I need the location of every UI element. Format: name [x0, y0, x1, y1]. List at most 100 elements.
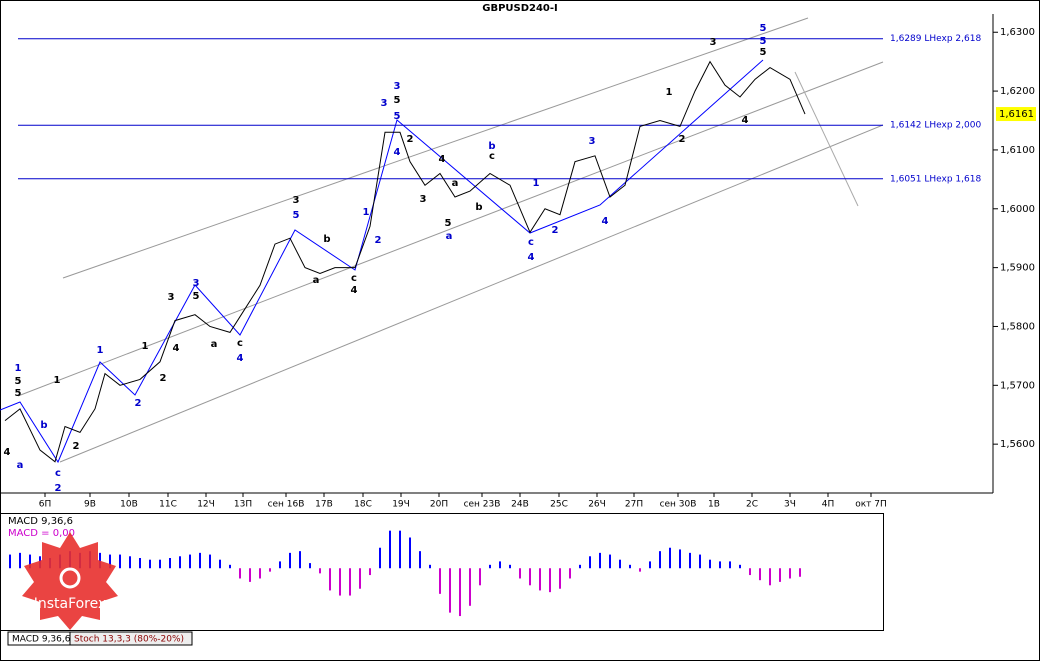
- wave-label: 4: [4, 447, 11, 458]
- wave-label: c: [237, 338, 243, 349]
- price-line: [4, 60, 806, 463]
- watermark: InstaForex: [34, 596, 107, 612]
- x-tick-label: окт 7П: [855, 500, 887, 510]
- y-tick-label: 1,6200: [1000, 86, 1035, 97]
- wave-label: 4: [742, 115, 749, 126]
- wave-label: 2: [73, 441, 80, 452]
- wave-label: 5: [15, 376, 22, 387]
- x-tick-label: 20П: [430, 500, 448, 510]
- y-tick-label: 1,6300: [1000, 27, 1035, 38]
- wave-label: 3: [381, 98, 388, 109]
- wave-label: 5: [760, 23, 767, 34]
- x-tick-label: 18С: [354, 500, 372, 510]
- wave-label: 4: [394, 147, 401, 158]
- wave-label: 1: [533, 178, 540, 189]
- wave-label: 1: [15, 363, 22, 374]
- x-tick-label: 3Ч: [784, 500, 796, 510]
- x-tick-label: 27П: [625, 500, 643, 510]
- x-tick-label: 2С: [746, 500, 758, 510]
- wave-label: 1: [97, 345, 104, 356]
- wave-label: b: [40, 420, 47, 431]
- x-tick-label: 17В: [315, 500, 333, 510]
- wave-label: a: [452, 178, 459, 189]
- wave-label: 5: [760, 36, 767, 47]
- x-tick-label: 1В: [708, 500, 720, 510]
- macd-title: MACD 9,36,6: [8, 516, 73, 527]
- y-tick-label: 1,5900: [1000, 263, 1035, 274]
- wave-label: 5: [293, 210, 300, 221]
- wave-label: 4: [237, 353, 244, 364]
- wave-label: c: [55, 468, 61, 479]
- x-tick-label: 24В: [511, 500, 529, 510]
- wave-label: 2: [407, 134, 414, 145]
- y-tick-label: 1,6100: [1000, 145, 1035, 156]
- wave-label: 1: [666, 87, 673, 98]
- wave-label: 1: [142, 341, 149, 352]
- wave-label: 3: [589, 136, 596, 147]
- macd-value: MACD = 0,00: [8, 528, 75, 539]
- wave-label: a: [313, 275, 320, 286]
- chart-title: GBPUSD240-I: [482, 3, 558, 14]
- wave-label: 1: [363, 207, 370, 218]
- wave-label: c: [489, 151, 495, 162]
- wave-label: 4: [602, 216, 609, 227]
- wave-label: 4: [439, 154, 446, 165]
- x-tick-label: 25С: [550, 500, 568, 510]
- wave-label: 3: [710, 37, 717, 48]
- wave-label: c: [528, 237, 534, 248]
- wave-label: 2: [552, 225, 559, 236]
- x-tick-label: 19Ч: [392, 500, 410, 510]
- y-tick-label: 1,5800: [1000, 321, 1035, 332]
- tab-label: MACD 9,36,6: [12, 635, 71, 645]
- wave-label: a: [211, 339, 218, 350]
- x-tick-label: сен 30В: [660, 500, 697, 510]
- wave-label: 5: [394, 111, 401, 122]
- wave-label: 1: [54, 375, 61, 386]
- wave-label: 3: [293, 195, 300, 206]
- x-tick-label: 12Ч: [197, 500, 215, 510]
- wave-label: 2: [160, 373, 167, 384]
- wave-label: 4: [351, 285, 358, 296]
- wave-label: 5: [15, 388, 22, 399]
- current-price-label: 1,6161: [999, 109, 1034, 120]
- y-tick-label: 1,5600: [1000, 439, 1035, 450]
- x-tick-label: 9В: [84, 500, 96, 510]
- wave-label: 5: [760, 47, 767, 58]
- wave-label: 2: [135, 398, 142, 409]
- wave-label: 2: [679, 134, 686, 145]
- tab[interactable]: [69, 631, 193, 646]
- wave-label: a: [17, 460, 24, 471]
- x-tick-label: 13П: [234, 500, 252, 510]
- wave-label: 5: [445, 218, 452, 229]
- x-tick-label: сен 23В: [464, 500, 501, 510]
- x-tick-label: 26Ч: [588, 500, 606, 510]
- y-tick-label: 1,6000: [1000, 204, 1035, 215]
- wave-label: b: [488, 141, 495, 152]
- current-price-box: [996, 107, 1036, 122]
- wave-label: 4: [528, 252, 535, 263]
- tab-label: Stoch 13,3,3 (80%-20%): [74, 635, 184, 645]
- level-label: 1,6051 LHexp 1,618: [890, 174, 981, 184]
- wave-label: a: [446, 231, 453, 242]
- wave-label: 5: [193, 291, 200, 302]
- level-label: 1,6142 LHexp 2,000: [890, 121, 981, 131]
- x-tick-label: 4П: [822, 500, 835, 510]
- x-tick-label: 10В: [120, 500, 138, 510]
- watermark-logo: InstaForex: [22, 532, 118, 630]
- y-tick-label: 1,5700: [1000, 380, 1035, 391]
- channels: [17, 17, 884, 463]
- macd-frame: [0, 513, 884, 631]
- wave-label: 3: [394, 81, 401, 92]
- wave-label: 2: [375, 235, 382, 246]
- wave-label: 4: [173, 343, 180, 354]
- wave-label: 2: [55, 483, 62, 494]
- wave-label: b: [475, 202, 482, 213]
- level-label: 1,6289 LHexp 2,618: [890, 34, 981, 44]
- tabs: MACD 9,36,6 Stoch 13,3,3 (80%-20%): [7, 631, 193, 646]
- wave-label: 3: [420, 194, 427, 205]
- wave-label: 3: [168, 292, 175, 303]
- wave-label: b: [323, 234, 330, 245]
- x-tick-label: 11С: [159, 500, 177, 510]
